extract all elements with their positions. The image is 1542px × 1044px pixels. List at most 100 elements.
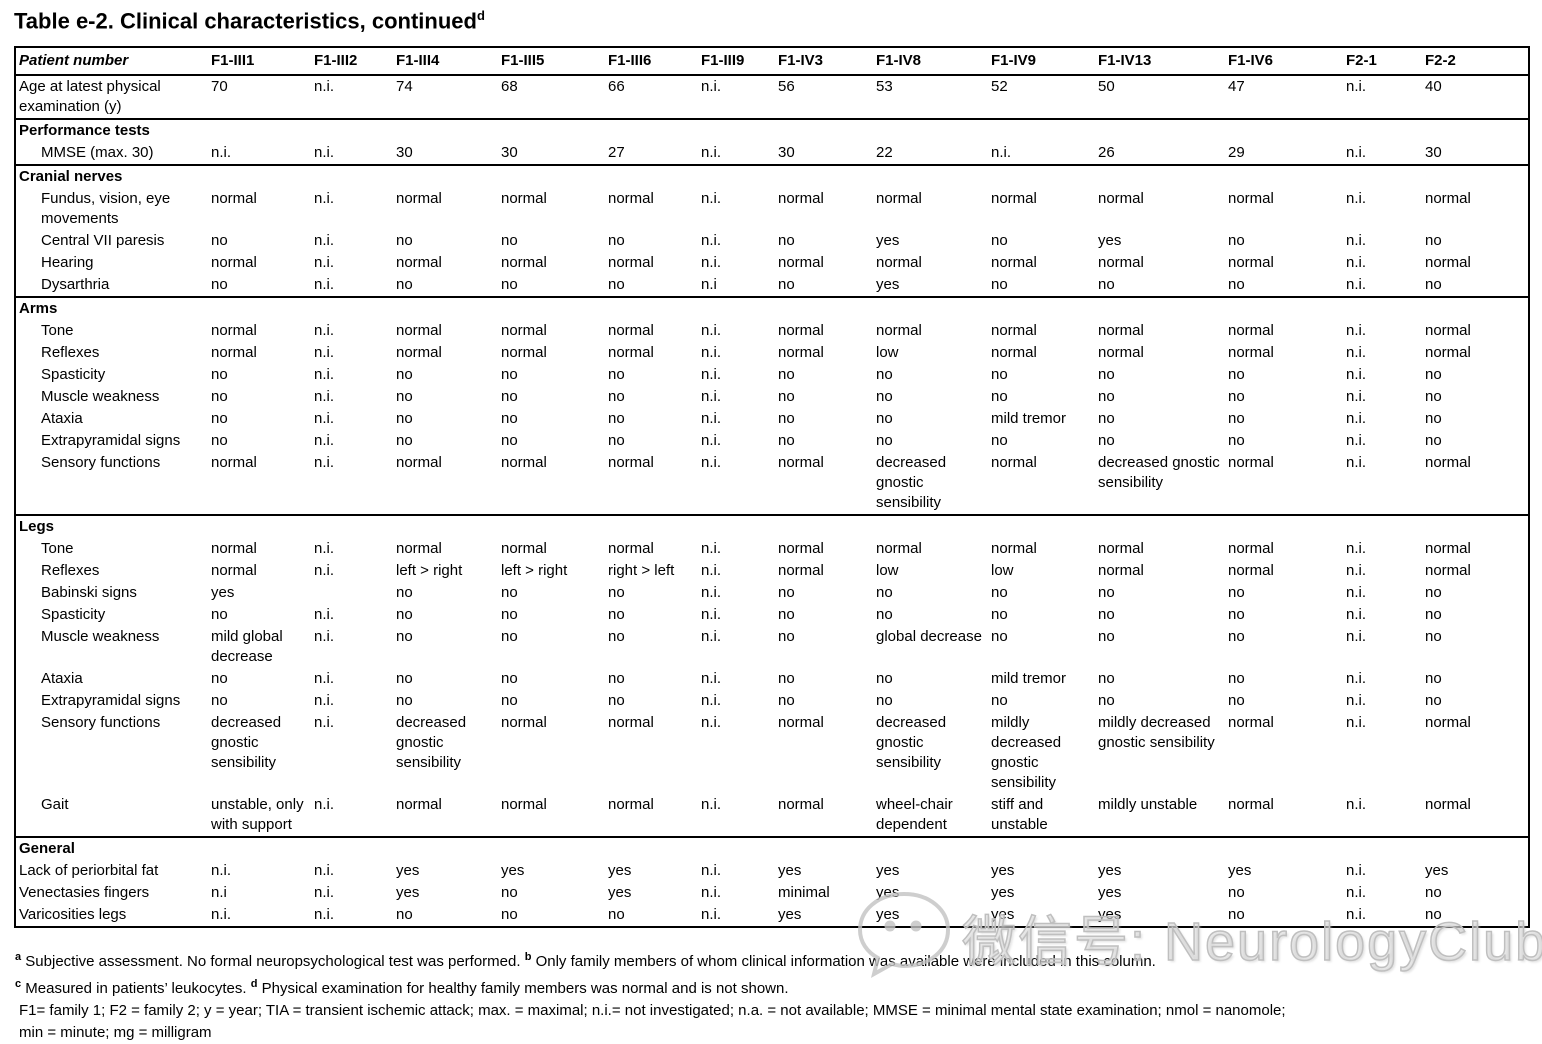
cell: normal [991, 254, 1037, 272]
cell: no [991, 692, 1008, 710]
cell: n.i. [1346, 884, 1367, 902]
cell: no [1228, 410, 1245, 428]
table-row: Babinski signs yes no no no n.i. no no no no no n.i… [15, 582, 1529, 604]
cell: n.i. [701, 144, 722, 162]
cell: normal [501, 254, 547, 272]
cell: no [1098, 584, 1115, 602]
cell: normal [396, 322, 442, 340]
cell: no [396, 276, 413, 294]
cell: n.i. [701, 584, 722, 602]
cell: normal [608, 540, 654, 558]
cell: 56 [778, 78, 795, 96]
clinical-characteristics-table: Patient number F1-III1 F1-III2 F1-III4 F1-II… [14, 46, 1530, 929]
cell: yes [1098, 862, 1122, 880]
cell: yes [991, 906, 1015, 924]
cell: no [876, 366, 893, 384]
cell: no [608, 606, 625, 624]
row-label: Sensory functions [41, 714, 161, 732]
section-header: Performance tests [19, 122, 150, 140]
row-label: Tone [41, 540, 74, 558]
cell: normal [211, 562, 257, 580]
cell: n.i. [1346, 344, 1367, 362]
cell: no [778, 606, 795, 624]
table-row: Dysarthria no n.i. no no no n.i no yes no no no n.i.… [15, 274, 1529, 297]
cell: n.i. [701, 322, 722, 340]
column-header: F1-IV13 [1098, 47, 1228, 77]
section-header-row: Cranial nerves [15, 165, 1529, 188]
cell: n.i. [701, 670, 722, 688]
cell: no [1098, 276, 1115, 294]
cell: yes [876, 862, 900, 880]
cell: normal [1425, 714, 1471, 732]
cell: no [211, 232, 228, 250]
cell: mild global decrease [211, 628, 283, 666]
cell: n.i. [701, 862, 722, 880]
section-header: Arms [19, 300, 58, 318]
cell: yes [876, 884, 900, 902]
cell: yes [396, 862, 420, 880]
footnote-superscript: c [15, 978, 22, 991]
cell: no [211, 388, 228, 406]
cell: no [1425, 628, 1442, 646]
cell: no [396, 628, 413, 646]
cell: normal [608, 344, 654, 362]
cell: n.i. [314, 144, 335, 162]
table-row: Extrapyramidal signs no n.i. no no no n.i. no no… [15, 430, 1529, 452]
cell: normal [876, 254, 922, 272]
cell [314, 582, 396, 604]
cell: n.i. [314, 692, 335, 710]
row-label: MMSE (max. 30) [41, 144, 154, 162]
cell: no [396, 388, 413, 406]
cell: no [501, 628, 518, 646]
cell: yes [778, 906, 802, 924]
cell: normal [778, 540, 824, 558]
cell: n.i. [1346, 322, 1367, 340]
cell: n.i. [314, 454, 335, 472]
cell: n.i. [314, 388, 335, 406]
cell: no [608, 432, 625, 450]
table-row: Varicosities legs n.i. n.i. no no no n.i. yes ye… [15, 904, 1529, 927]
cell: yes [876, 906, 900, 924]
cell: no [608, 584, 625, 602]
cell: normal [1425, 562, 1471, 580]
cell: normal [876, 190, 922, 208]
cell: mildly decreased gnostic sensibility [991, 714, 1062, 792]
row-label: Central VII paresis [41, 232, 165, 250]
cell: n.i. [701, 606, 722, 624]
cell: no [211, 366, 228, 384]
cell: 29 [1228, 144, 1245, 162]
cell: yes [608, 862, 632, 880]
cell: no [501, 276, 518, 294]
row-label: Lack of periorbital fat [19, 862, 159, 880]
row-label: Fundus, vision, eye movements [41, 190, 171, 228]
cell: n.i. [211, 144, 232, 162]
cell: n.i. [701, 344, 722, 362]
cell: no [501, 584, 518, 602]
cell: normal [1425, 344, 1471, 362]
cell: no [1425, 692, 1442, 710]
cell: normal [1425, 190, 1471, 208]
cell: normal [1425, 454, 1471, 472]
cell: no [1098, 692, 1115, 710]
cell: no [501, 410, 518, 428]
cell: normal [991, 344, 1037, 362]
cell: no [991, 584, 1008, 602]
cell: mildly decreased gnostic sensibility [1098, 714, 1215, 752]
row-label: Muscle weakness [41, 388, 160, 406]
cell: no [991, 388, 1008, 406]
cell: decreased gnostic sensibility [876, 714, 947, 772]
table-row: Gait unstable, only with support n.i. norma… [15, 794, 1529, 837]
cell: n.i. [314, 232, 335, 250]
cell: no [1098, 388, 1115, 406]
row-label: Reflexes [41, 344, 100, 362]
cell: no [1098, 432, 1115, 450]
cell: decreased gnostic sensibility [1098, 454, 1220, 492]
cell: no [778, 276, 795, 294]
cell: normal [501, 796, 547, 814]
cell: no [396, 692, 413, 710]
cell: yes [396, 884, 420, 902]
cell: yes [1098, 884, 1122, 902]
cell: 30 [778, 144, 795, 162]
cell: normal [991, 322, 1037, 340]
